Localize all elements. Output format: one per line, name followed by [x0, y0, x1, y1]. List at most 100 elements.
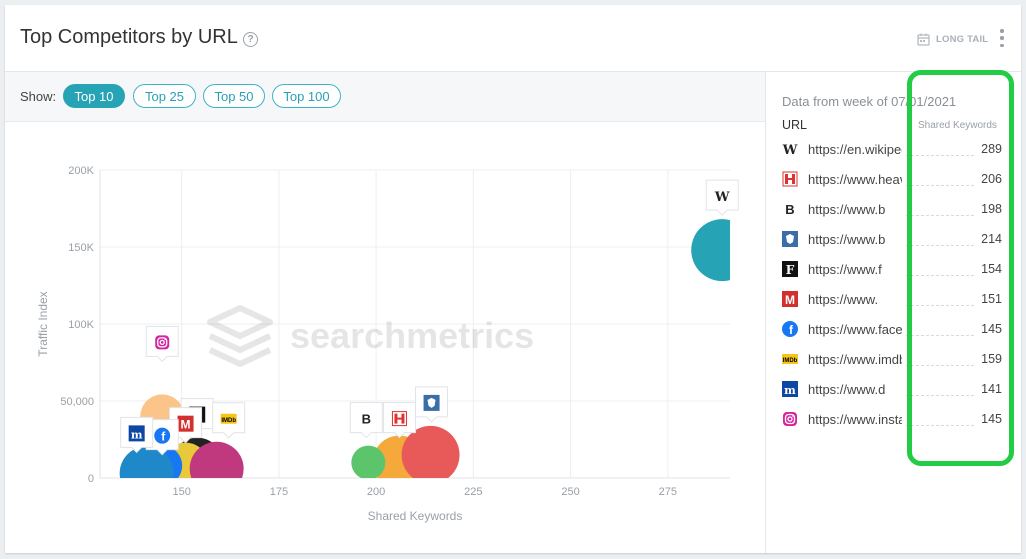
badge-facebook: f	[145, 419, 179, 456]
y-tick-label: 0	[88, 473, 94, 485]
data-date-label: Data from week of 07/01/2021	[782, 94, 957, 109]
shared-keywords-value: 159	[981, 352, 1002, 366]
row-leader	[906, 185, 974, 186]
competitor-row[interactable]: IMDb https://www.imdb.com 159	[782, 349, 1002, 371]
top-25-button[interactable]: Top 25	[133, 84, 196, 108]
row-leader	[906, 155, 974, 156]
badge-wikipedia: W	[705, 179, 739, 216]
badge-instagram	[145, 325, 179, 363]
badge-heavy	[382, 402, 416, 439]
instagram-icon	[782, 411, 798, 427]
competitor-url[interactable]: https://en.wikipedia.org	[808, 142, 902, 157]
b-site-icon: B	[362, 412, 371, 427]
shared-keywords-value: 151	[981, 292, 1002, 306]
show-filter-bar: Show: Top 10 Top 25 Top 50 Top 100	[5, 72, 765, 122]
x-tick-label: 150	[172, 486, 190, 498]
competitor-list-panel: Data from week of 07/01/2021 URL Shared …	[766, 72, 1021, 553]
svg-text:W: W	[782, 143, 798, 157]
svg-text:W: W	[714, 190, 730, 205]
watermark-logo-icon	[207, 305, 273, 367]
competitors-card: Top Competitors by URL ? LONG TAIL Show:…	[5, 5, 1021, 553]
competitor-url[interactable]: https://www.facebook.com	[808, 322, 902, 337]
facebook-icon: f	[154, 427, 171, 444]
x-tick-label: 175	[270, 486, 288, 498]
instagram-icon	[155, 335, 170, 350]
more-options-icon[interactable]	[999, 29, 1005, 47]
help-icon[interactable]: ?	[243, 32, 258, 47]
competitor-url[interactable]: https://www.f	[808, 262, 882, 277]
shared-keywords-value: 154	[981, 262, 1002, 276]
competitor-url[interactable]: https://www.	[808, 292, 879, 307]
y-tick-label: 50,000	[60, 396, 94, 408]
wikipedia-icon: W	[782, 141, 798, 158]
watermark-text: searchmetrics	[290, 315, 534, 356]
competitor-url[interactable]: https://www.instagram.com	[808, 412, 902, 427]
bubble-m-blue-site	[119, 446, 174, 478]
row-leader	[906, 275, 974, 276]
m-blue-site-icon: m	[782, 381, 798, 397]
competitor-row[interactable]: m https://www.d 141	[782, 379, 1002, 401]
competitor-url[interactable]: https://www.d	[808, 382, 886, 397]
shared-keywords-value: 198	[981, 202, 1002, 216]
competitor-row[interactable]: https://www.heavy.com 206	[782, 169, 1002, 191]
facebook-icon: f	[782, 321, 798, 337]
shared-keywords-value: 145	[981, 412, 1002, 426]
chart-panel: Show: Top 10 Top 25 Top 50 Top 100 0 50,0…	[5, 72, 766, 553]
svg-text:IMDb: IMDb	[221, 418, 236, 424]
crest-site-icon	[423, 394, 440, 411]
row-leader	[906, 425, 974, 426]
svg-text:m: m	[784, 384, 796, 397]
column-header-shared-keywords: Shared Keywords	[918, 120, 997, 131]
imdb-icon: IMDb	[220, 413, 237, 424]
top-10-button[interactable]: Top 10	[63, 84, 125, 108]
card-header: Top Competitors by URL ? LONG TAIL	[5, 5, 1021, 72]
badge-m-blue-site: m	[120, 416, 154, 454]
crest-site-icon	[782, 231, 798, 247]
svg-text:B: B	[785, 202, 794, 217]
bubble-chart-svg: 0 50,000 100K 150K 200K 150 175 200 225 250 275 Sha…	[36, 165, 739, 523]
top-50-button[interactable]: Top 50	[203, 84, 265, 108]
competitor-url[interactable]: https://www.heavy.com	[808, 172, 902, 187]
row-leader	[906, 305, 974, 306]
bubble-b-site	[351, 445, 386, 478]
competitor-row[interactable]: https://www.b 214	[782, 229, 1002, 251]
svg-text:f: f	[789, 323, 794, 337]
b-site-icon: B	[782, 201, 798, 217]
svg-text:f: f	[161, 430, 166, 444]
badge-bubble	[349, 402, 383, 439]
y-tick-label: 100K	[68, 319, 94, 331]
f-site-icon: F	[782, 261, 798, 277]
badge-bubble	[705, 179, 739, 216]
top-100-button[interactable]: Top 100	[272, 84, 341, 108]
competitor-url[interactable]: https://www.b	[808, 202, 886, 217]
x-axis-label: Shared Keywords	[368, 509, 463, 523]
y-tick-label: 200K	[68, 165, 94, 177]
bubbles	[119, 219, 730, 478]
shared-keywords-value: 206	[981, 172, 1002, 186]
competitor-row[interactable]: f https://www.facebook.com 145	[782, 319, 1002, 341]
watermark: searchmetrics	[207, 305, 534, 367]
long-tail-button[interactable]: LONG TAIL	[917, 31, 988, 47]
shared-keywords-value: 145	[981, 322, 1002, 336]
heavy-icon	[391, 411, 407, 427]
competitor-url[interactable]: https://www.b	[808, 232, 886, 247]
badge-b-site: B	[349, 402, 383, 439]
m-blue-site-icon: m	[128, 425, 145, 442]
x-tick-label: 200	[367, 486, 385, 498]
x-tick-label: 275	[659, 486, 677, 498]
badge-crest-site	[415, 386, 449, 423]
calendar-icon	[917, 33, 930, 46]
competitor-url[interactable]: https://www.imdb.com	[808, 352, 902, 367]
shared-keywords-value: 141	[981, 382, 1002, 396]
svg-text:F: F	[786, 263, 795, 277]
y-axis-label: Traffic Index	[36, 291, 50, 356]
bubble-crest-site	[401, 425, 460, 478]
imdb-icon: IMDb	[782, 351, 798, 367]
m-red-site-icon: M	[177, 415, 194, 432]
competitor-row[interactable]: https://www.instagram.com 145	[782, 409, 1002, 431]
svg-text:M: M	[785, 293, 795, 307]
